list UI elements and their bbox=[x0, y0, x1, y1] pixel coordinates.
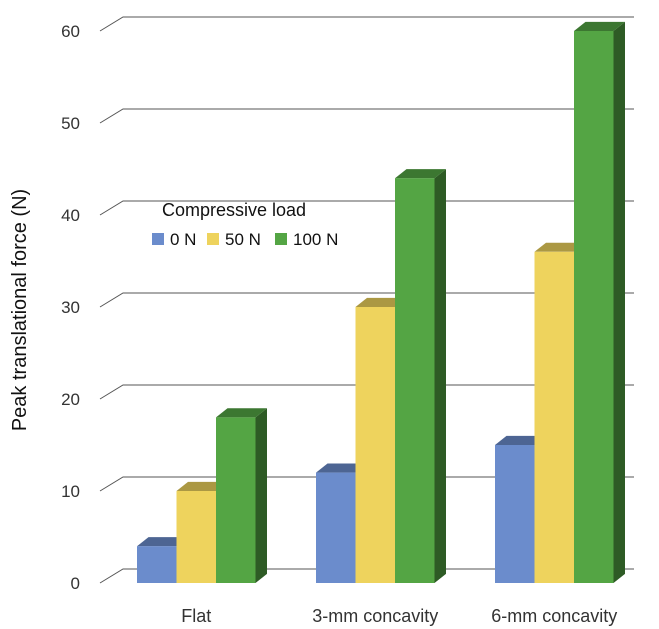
legend-title: Compressive load bbox=[162, 200, 306, 220]
bar-side bbox=[613, 21, 625, 583]
y-tick-label: 10 bbox=[61, 482, 80, 501]
bar-top bbox=[395, 169, 446, 179]
category-label: 6-mm concavity bbox=[491, 606, 617, 626]
bar-front bbox=[316, 472, 356, 583]
gridline bbox=[99, 568, 634, 584]
legend-label: 50 N bbox=[225, 230, 261, 249]
y-tick-label: 20 bbox=[61, 390, 80, 409]
gridline bbox=[99, 476, 634, 492]
legend-label: 0 N bbox=[170, 230, 196, 249]
bar-top bbox=[316, 463, 367, 473]
bar-side bbox=[255, 408, 267, 583]
bar-front bbox=[395, 178, 435, 583]
bar-top bbox=[534, 242, 586, 252]
category-label: Flat bbox=[181, 606, 211, 626]
gridline bbox=[99, 292, 634, 308]
bar-side bbox=[434, 169, 446, 583]
bar bbox=[534, 242, 586, 584]
legend-swatch bbox=[275, 233, 287, 245]
gridline bbox=[99, 108, 634, 124]
bar-top bbox=[574, 21, 625, 31]
bar-top bbox=[216, 408, 267, 418]
bars bbox=[137, 21, 625, 584]
y-tick-label: 60 bbox=[61, 22, 80, 41]
y-tick-label: 30 bbox=[61, 298, 80, 317]
bar-top bbox=[137, 537, 188, 547]
bar-top bbox=[355, 297, 407, 307]
bar-front bbox=[216, 417, 256, 583]
legend: Compressive load 0 N 50 N 100 N bbox=[152, 200, 338, 249]
legend-swatch bbox=[152, 233, 164, 245]
y-tick-labels: 0 10 20 30 40 50 60 bbox=[61, 22, 80, 593]
gridline bbox=[99, 384, 634, 400]
bar-front bbox=[534, 251, 574, 584]
bar bbox=[216, 408, 267, 583]
y-tick-label: 0 bbox=[71, 574, 80, 593]
category-labels: Flat 3-mm concavity 6-mm concavity bbox=[181, 606, 617, 626]
gridline bbox=[99, 200, 634, 216]
y-tick-label: 50 bbox=[61, 114, 80, 133]
bar-front bbox=[495, 445, 535, 583]
bar-front bbox=[574, 31, 614, 583]
legend-label: 100 N bbox=[293, 230, 338, 249]
y-axis-label: Peak translational force (N) bbox=[9, 189, 31, 431]
bar bbox=[574, 21, 625, 583]
gridline bbox=[99, 16, 634, 32]
bar-front bbox=[355, 307, 395, 583]
category-label: 3-mm concavity bbox=[312, 606, 438, 626]
y-tick-label: 40 bbox=[61, 206, 80, 225]
bar-front bbox=[137, 546, 177, 583]
bar bbox=[395, 169, 446, 583]
bar-front bbox=[176, 491, 216, 583]
legend-swatch bbox=[207, 233, 219, 245]
gridlines bbox=[99, 16, 634, 584]
bar-top bbox=[495, 435, 546, 445]
bar-top bbox=[176, 481, 228, 491]
